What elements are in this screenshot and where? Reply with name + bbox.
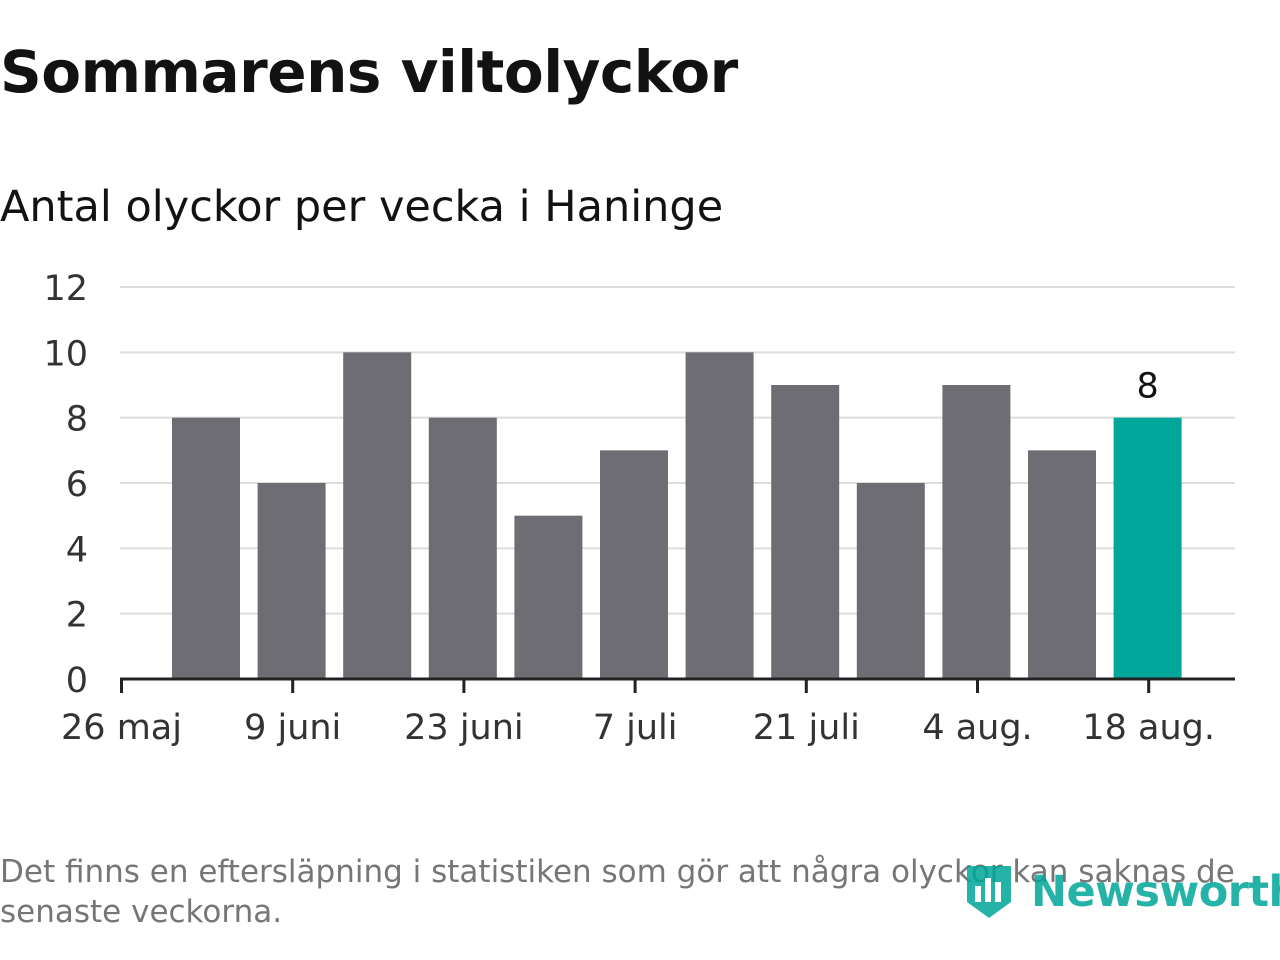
x-tick-label: 7 juli — [593, 708, 678, 748]
y-tick-label: 6 — [66, 465, 88, 505]
bar — [343, 352, 412, 679]
bar — [600, 450, 668, 679]
y-tick-label: 8 — [66, 400, 88, 440]
x-tick-label: 4 aug. — [922, 708, 1032, 748]
y-tick-label: 10 — [43, 334, 88, 374]
x-tick-label: 18 aug. — [1082, 708, 1215, 748]
bar — [685, 352, 754, 679]
x-tick-label: 21 juli — [753, 708, 860, 748]
bar — [172, 417, 240, 679]
chart-subtitle: Antal olyckor per vecka i Haninge — [0, 182, 724, 232]
newsworthy-logo: Newsworthy — [963, 860, 1280, 924]
bar-chart-shield-icon — [967, 866, 1011, 918]
bar — [257, 483, 326, 679]
bar — [428, 417, 497, 679]
x-tick-label: 26 maj — [61, 708, 182, 748]
x-tick-label: 9 juni — [244, 708, 341, 748]
footnote: Det finns en eftersläpning i statistiken… — [0, 854, 1235, 930]
x-axis: 26 maj 9 juni 23 juni 7 juli 21 juli 4 aug. 18… — [61, 677, 1235, 748]
bar — [514, 515, 583, 679]
bar — [771, 385, 840, 679]
bar-chart: 0 2 4 6 8 10 12 8 26 maj 9 juni 23 juni 7 juli 21 … — [43, 269, 1235, 748]
y-tick-label: 4 — [66, 530, 88, 570]
y-tick-label: 0 — [66, 661, 88, 701]
bar — [942, 385, 1011, 679]
bar — [856, 483, 925, 679]
chart-title: Sommarens viltolyckor — [0, 38, 738, 106]
bar-value-label: 8 — [1136, 367, 1158, 407]
y-axis-tick-labels: 0 2 4 6 8 10 12 — [43, 269, 88, 701]
bars — [172, 352, 1182, 679]
y-tick-label: 12 — [43, 269, 88, 309]
y-tick-label: 2 — [66, 596, 88, 636]
logo-text: Newsworthy — [1031, 867, 1280, 917]
bar-highlight — [1113, 417, 1182, 679]
x-tick-label: 23 juni — [404, 708, 523, 748]
data-labels: 8 — [1136, 367, 1158, 407]
bar — [1028, 450, 1096, 679]
